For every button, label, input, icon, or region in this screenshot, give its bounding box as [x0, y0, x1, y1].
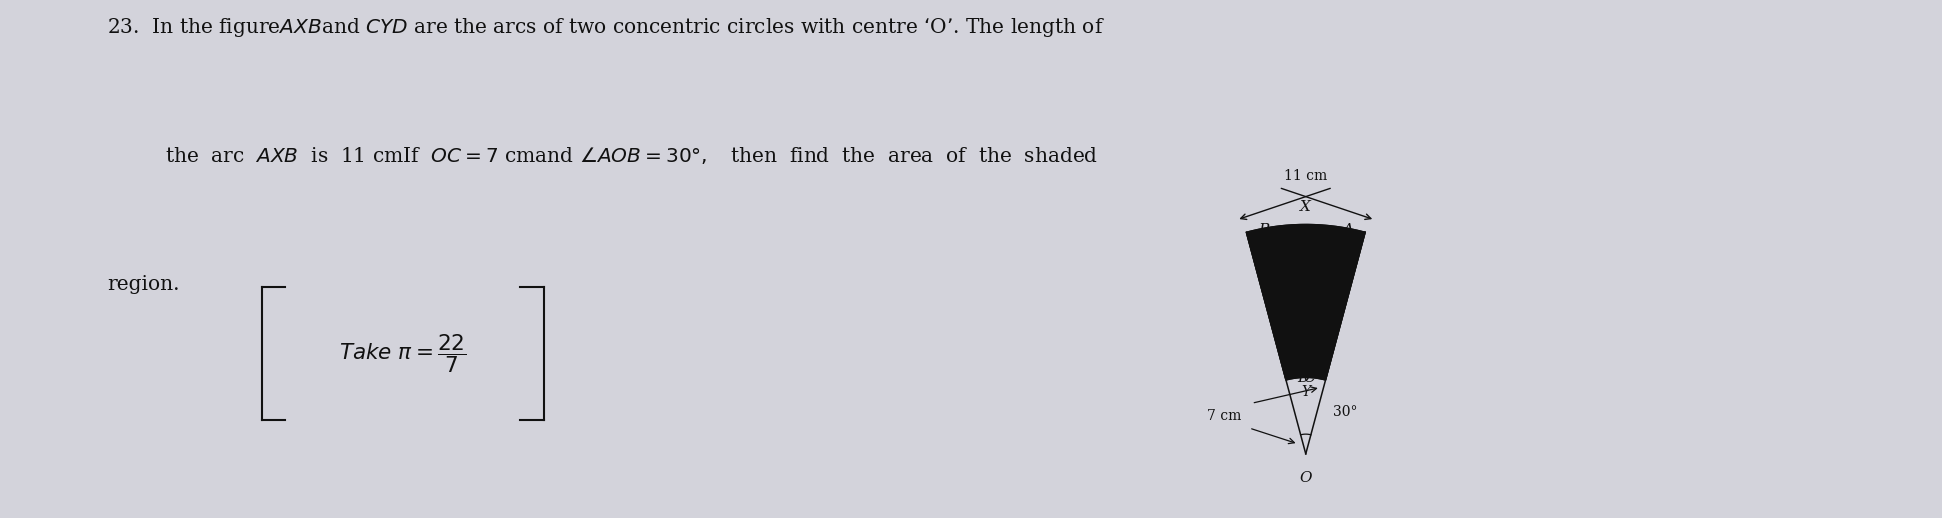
Text: 30°: 30° — [1332, 405, 1357, 419]
Text: O: O — [1299, 471, 1313, 485]
Text: X: X — [1301, 199, 1311, 213]
Text: B: B — [1258, 223, 1270, 237]
Text: C: C — [1303, 370, 1315, 384]
Text: 7 cm: 7 cm — [1208, 409, 1241, 423]
Text: Y: Y — [1301, 385, 1311, 399]
Polygon shape — [1247, 224, 1365, 380]
Text: region.: region. — [107, 275, 179, 294]
Text: 11 cm: 11 cm — [1284, 168, 1328, 182]
Text: A: A — [1342, 223, 1354, 237]
Text: 23.  In the figure$\mathit{AXB}$and $\mathit{CYD}$ are the arcs of two concentri: 23. In the figure$\mathit{AXB}$and $\mat… — [107, 16, 1105, 38]
Text: the  arc  $\mathit{AXB}$  is  11 cmIf  $OC = 7$ cmand $\angle AOB = 30°,$   then: the arc $\mathit{AXB}$ is 11 cmIf $OC = … — [165, 145, 1099, 166]
Text: $Take\ \pi = \dfrac{22}{7}$: $Take\ \pi = \dfrac{22}{7}$ — [340, 332, 466, 375]
Text: D: D — [1297, 370, 1309, 384]
